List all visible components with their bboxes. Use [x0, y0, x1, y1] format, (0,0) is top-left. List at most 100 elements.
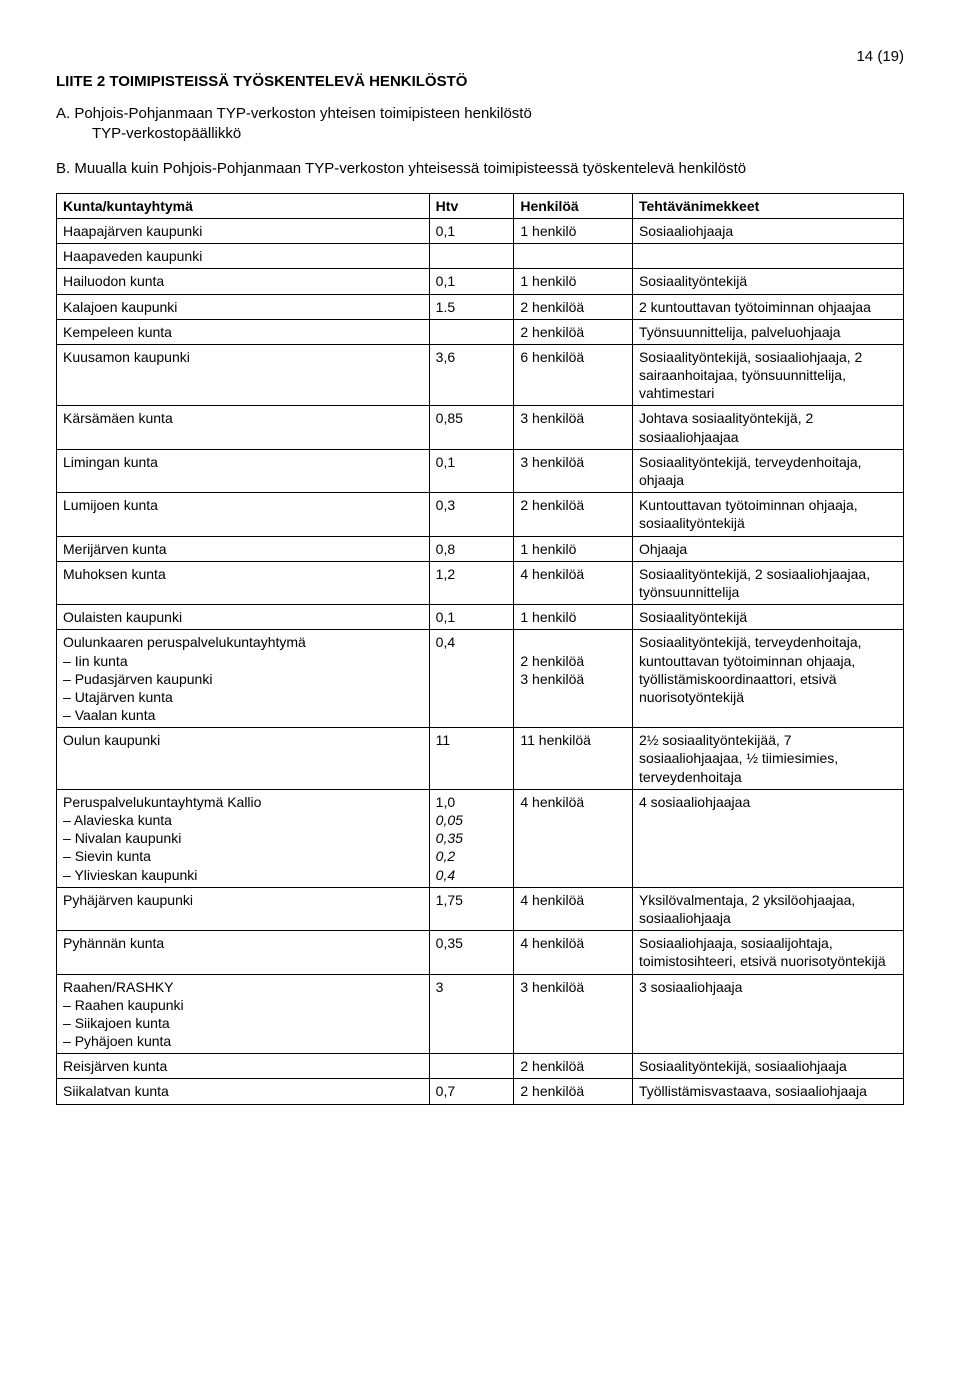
cell-henkiloa: 1 henkilö — [514, 605, 633, 630]
cell-tehtava: 3 sosiaaliohjaaja — [632, 974, 903, 1054]
table-row: Raahen/RASHKYRaahen kaupunkiSiikajoen ku… — [57, 974, 904, 1054]
cell-kunta: Merijärven kunta — [57, 536, 430, 561]
cell-htv: 3,6 — [429, 344, 514, 406]
cell-henkiloa: 6 henkilöä — [514, 344, 633, 406]
cell-henkiloa: 4 henkilöä — [514, 887, 633, 930]
cell-kunta: Siikalatvan kunta — [57, 1079, 430, 1104]
cell-henkiloa: 4 henkilöä — [514, 561, 633, 604]
cell-tehtava: Johtava sosiaalityöntekijä, 2 sosiaalioh… — [632, 406, 903, 449]
cell-tehtava: Sosiaaliohjaaja, sosiaalijohtaja, toimis… — [632, 931, 903, 974]
table-row: Hailuodon kunta0,11 henkilöSosiaalityönt… — [57, 269, 904, 294]
table-row: Merijärven kunta0,81 henkilöOhjaaja — [57, 536, 904, 561]
cell-kunta: Haapaveden kaupunki — [57, 244, 430, 269]
cell-tehtava: Ohjaaja — [632, 536, 903, 561]
cell-henkiloa — [514, 244, 633, 269]
page-title: LIITE 2 TOIMIPISTEISSÄ TYÖSKENTELEVÄ HEN… — [56, 73, 904, 90]
cell-kunta: Limingan kunta — [57, 449, 430, 492]
cell-htv — [429, 1054, 514, 1079]
section-a-title: A. Pohjois-Pohjanmaan TYP-verkoston yhte… — [56, 104, 904, 124]
table-row: Haapajärven kaupunki0,11 henkilöSosiaali… — [57, 218, 904, 243]
th-kunta: Kunta/kuntayhtymä — [57, 193, 430, 218]
table-row: Oulaisten kaupunki0,11 henkilöSosiaality… — [57, 605, 904, 630]
cell-kunta: Kempeleen kunta — [57, 319, 430, 344]
cell-kunta: Oulaisten kaupunki — [57, 605, 430, 630]
cell-tehtava: Sosiaalityöntekijä — [632, 269, 903, 294]
cell-tehtava: 2½ sosiaalityöntekijää, 7 sosiaaliohjaaj… — [632, 728, 903, 790]
cell-tehtava: Sosiaaliohjaaja — [632, 218, 903, 243]
table-row: Limingan kunta0,13 henkilöäSosiaalityönt… — [57, 449, 904, 492]
table-row: Kuusamon kaupunki3,66 henkilöäSosiaality… — [57, 344, 904, 406]
cell-htv: 0,1 — [429, 218, 514, 243]
table-row: Muhoksen kunta1,24 henkilöäSosiaalityönt… — [57, 561, 904, 604]
cell-tehtava: Yksilövalmentaja, 2 yksilöohjaajaa, sosi… — [632, 887, 903, 930]
cell-htv: 0,7 — [429, 1079, 514, 1104]
cell-kunta: Reisjärven kunta — [57, 1054, 430, 1079]
table-row: Kempeleen kunta2 henkilöäTyönsuunnitteli… — [57, 319, 904, 344]
cell-kunta: Hailuodon kunta — [57, 269, 430, 294]
table-row: Kalajoen kaupunki1.52 henkilöä2 kuntoutt… — [57, 294, 904, 319]
table-row: Pyhäjärven kaupunki1,754 henkilöäYksilöv… — [57, 887, 904, 930]
table-row: Haapaveden kaupunki — [57, 244, 904, 269]
cell-henkiloa: 1 henkilö — [514, 269, 633, 294]
cell-htv: 1,2 — [429, 561, 514, 604]
cell-tehtava: Työnsuunnittelija, palveluohjaaja — [632, 319, 903, 344]
cell-htv: 0,1 — [429, 605, 514, 630]
cell-henkiloa: 3 henkilöä — [514, 449, 633, 492]
cell-henkiloa: 1 henkilö — [514, 218, 633, 243]
table-row: Reisjärven kunta2 henkilöäSosiaalityönte… — [57, 1054, 904, 1079]
table-row: Lumijoen kunta0,32 henkilöäKuntouttavan … — [57, 493, 904, 536]
cell-kunta: Pyhännän kunta — [57, 931, 430, 974]
cell-tehtava: 4 sosiaaliohjaajaa — [632, 789, 903, 887]
cell-htv: 1,75 — [429, 887, 514, 930]
cell-kunta: Pyhäjärven kaupunki — [57, 887, 430, 930]
cell-htv: 0,4 — [429, 630, 514, 728]
cell-henkiloa: 3 henkilöä — [514, 406, 633, 449]
cell-htv: 0,8 — [429, 536, 514, 561]
cell-henkiloa: 4 henkilöä — [514, 931, 633, 974]
cell-htv: 0,35 — [429, 931, 514, 974]
cell-htv: 11 — [429, 728, 514, 790]
table-row: Pyhännän kunta0,354 henkilöäSosiaaliohja… — [57, 931, 904, 974]
table-body: Haapajärven kaupunki0,11 henkilöSosiaali… — [57, 218, 904, 1104]
staff-table: Kunta/kuntayhtymä Htv Henkilöä Tehtäväni… — [56, 193, 904, 1105]
cell-tehtava — [632, 244, 903, 269]
table-row: Kärsämäen kunta0,853 henkilöäJohtava sos… — [57, 406, 904, 449]
cell-kunta: Kalajoen kaupunki — [57, 294, 430, 319]
cell-kunta: Oulun kaupunki — [57, 728, 430, 790]
cell-kunta: Kuusamon kaupunki — [57, 344, 430, 406]
cell-htv: 0,3 — [429, 493, 514, 536]
cell-henkiloa: 4 henkilöä — [514, 789, 633, 887]
cell-tehtava: Sosiaalityöntekijä, sosiaaliohjaaja, 2 s… — [632, 344, 903, 406]
th-tehtavanimekkeet: Tehtävänimekkeet — [632, 193, 903, 218]
cell-kunta: Raahen/RASHKYRaahen kaupunkiSiikajoen ku… — [57, 974, 430, 1054]
cell-tehtava: Sosiaalityöntekijä — [632, 605, 903, 630]
cell-tehtava: Sosiaalityöntekijä, terveydenhoitaja, oh… — [632, 449, 903, 492]
cell-henkiloa: 2 henkilöä — [514, 1079, 633, 1104]
cell-htv — [429, 319, 514, 344]
cell-tehtava: Sosiaalityöntekijä, 2 sosiaaliohjaajaa, … — [632, 561, 903, 604]
table-row: Peruspalvelukuntayhtymä KallioAlavieska … — [57, 789, 904, 887]
th-henkiloa: Henkilöä — [514, 193, 633, 218]
cell-htv — [429, 244, 514, 269]
cell-htv: 3 — [429, 974, 514, 1054]
cell-henkiloa: 1 henkilö — [514, 536, 633, 561]
cell-htv: 0,85 — [429, 406, 514, 449]
cell-tehtava: Sosiaalityöntekijä, terveydenhoitaja, ku… — [632, 630, 903, 728]
table-row: Siikalatvan kunta0,72 henkilöäTyöllistäm… — [57, 1079, 904, 1104]
cell-kunta: Muhoksen kunta — [57, 561, 430, 604]
cell-kunta: Lumijoen kunta — [57, 493, 430, 536]
table-row: Oulunkaaren peruspalvelukuntayhtymäIin k… — [57, 630, 904, 728]
page-number: 14 (19) — [56, 48, 904, 65]
cell-henkiloa: 11 henkilöä — [514, 728, 633, 790]
cell-kunta: Peruspalvelukuntayhtymä KallioAlavieska … — [57, 789, 430, 887]
cell-htv: 1,00,050,350,20,4 — [429, 789, 514, 887]
cell-henkiloa: 2 henkilöä3 henkilöä — [514, 630, 633, 728]
cell-tehtava: 2 kuntouttavan työtoiminnan ohjaajaa — [632, 294, 903, 319]
cell-henkiloa: 3 henkilöä — [514, 974, 633, 1054]
cell-henkiloa: 2 henkilöä — [514, 493, 633, 536]
th-htv: Htv — [429, 193, 514, 218]
cell-tehtava: Kuntouttavan työtoiminnan ohjaaja, sosia… — [632, 493, 903, 536]
cell-htv: 0,1 — [429, 449, 514, 492]
section-a: A. Pohjois-Pohjanmaan TYP-verkoston yhte… — [56, 104, 904, 145]
cell-henkiloa: 2 henkilöä — [514, 294, 633, 319]
